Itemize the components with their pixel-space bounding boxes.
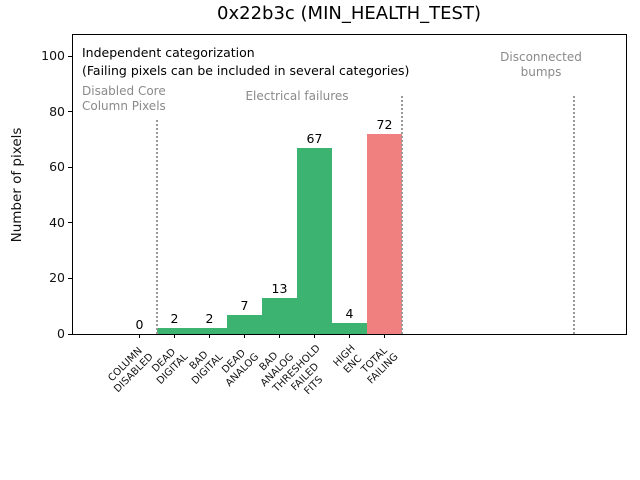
annotation-disabled-core: Disabled Core Column Pixels [82,84,166,114]
y-axis-label: Number of pixels [9,127,25,243]
y-tick-label: 20 [49,270,65,286]
bar-value-label: 13 [271,280,288,296]
y-tick-label: 80 [49,103,65,119]
x-tick-mark [139,334,140,338]
y-tick-mark [68,333,72,335]
x-tick-label: DEAD ANALOG [219,347,261,389]
y-tick-label: 100 [41,48,65,63]
y-tick-label: 0 [57,326,65,341]
separator-dotted-line [156,120,158,334]
x-tick-mark [314,334,315,338]
y-tick-mark [68,166,72,168]
bar-value-label: 7 [240,297,249,313]
bar-value-label: 2 [170,311,179,327]
y-tick-mark [68,111,72,113]
x-tick-label: TOTAL FAILING [359,345,401,387]
bar [332,322,367,334]
plot-area: 0 20 40 60 80 100 0 COLUMN DISABLED 2 DEAD DIGITA… [41,34,627,397]
bar [297,147,332,334]
chart-title: 0x22b3c (MIN_HEALTH_TEST) [217,3,481,24]
bar-value-label: 67 [306,130,323,146]
x-tick-mark [209,334,210,338]
x-tick-mark [244,334,245,338]
x-tick-label: BAD DIGITAL [188,349,226,387]
x-tick-mark [349,334,350,338]
separator-dotted-line [401,96,403,334]
y-tick-label: 60 [49,159,65,175]
annotation-independent-categorization: Independent categorization [82,45,255,60]
y-tick-mark [68,55,72,57]
y-tick-label: 40 [49,214,65,230]
x-tick-mark [384,334,385,338]
bar [227,314,262,334]
annotation-electrical-failures: Electrical failures [245,89,349,103]
bar-value-label: 2 [205,311,214,327]
annotation-failing-note: (Failing pixels can be included in sever… [82,63,410,78]
bar [157,328,192,334]
bar-value-label: 72 [376,116,393,132]
bar [192,328,227,334]
x-tick-mark [279,334,280,338]
y-tick-mark [68,222,72,224]
separator-dotted-line [572,96,575,334]
bar [367,133,402,334]
x-tick-label: DEAD DIGITAL [150,346,191,387]
bar-value-label: 0 [135,317,144,332]
x-tick-mark [174,334,175,338]
annotation-disconnected-bumps: Disconnected bumps [500,50,582,80]
bar-value-label: 4 [345,305,354,321]
y-tick-mark [68,277,72,279]
bar [262,297,297,334]
